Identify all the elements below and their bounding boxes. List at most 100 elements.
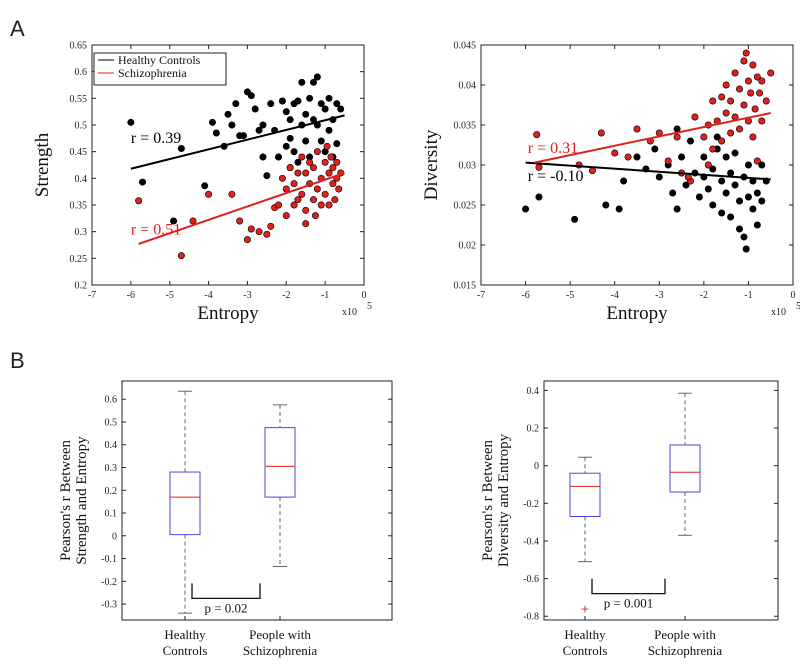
schizophrenia-point xyxy=(749,61,757,69)
schizophrenia-point xyxy=(742,49,750,57)
y-tick-label: 0.025 xyxy=(454,201,477,212)
y-tick-label: 0.6 xyxy=(75,67,88,78)
schizophrenia-point xyxy=(294,169,302,177)
healthy-control-point xyxy=(224,110,232,118)
y-tick-label: 0.5 xyxy=(105,417,118,428)
healthy-control-point xyxy=(333,100,341,108)
schizophrenia-point xyxy=(205,190,213,198)
schizophrenia-point xyxy=(749,133,757,141)
healthy-control-point xyxy=(700,153,708,161)
healthy-control-point xyxy=(313,73,321,81)
schizophrenia-point xyxy=(327,153,335,161)
y-tick-label: 0.5 xyxy=(75,121,88,132)
schizophrenia-point xyxy=(335,185,343,193)
schizophrenia-point xyxy=(278,174,286,182)
schizophrenia-point xyxy=(177,252,185,260)
healthy-control-point xyxy=(753,189,761,197)
schizophrenia-point xyxy=(306,158,314,166)
schizophrenia-point xyxy=(286,164,294,172)
healthy-control-point xyxy=(731,181,739,189)
healthy-control-point xyxy=(709,165,717,173)
y-tick-label: 0.35 xyxy=(70,201,88,212)
schizophrenia-point xyxy=(709,97,717,105)
healthy-control-point xyxy=(736,225,744,233)
y-axis-label-line2: Strength and Entropy xyxy=(74,436,90,565)
y-tick-label: 0.1 xyxy=(105,509,118,520)
schizophrenia-point xyxy=(243,236,251,244)
healthy-control-point xyxy=(571,215,579,223)
healthy-control-point xyxy=(744,193,752,201)
healthy-control-point xyxy=(298,78,306,86)
healthy-control-point xyxy=(321,105,329,113)
healthy-control-point xyxy=(294,158,302,166)
p-value-label: p = 0.02 xyxy=(204,600,247,615)
x-tick-label: 0 xyxy=(362,290,367,301)
schizophrenia-point xyxy=(611,149,619,157)
healthy-control-point xyxy=(208,118,216,126)
healthy-control-point xyxy=(682,181,690,189)
healthy-control-point xyxy=(282,142,290,150)
healthy-control-point xyxy=(139,178,147,186)
schizophrenia-point xyxy=(302,206,310,214)
schizophrenia-point xyxy=(189,217,197,225)
schizophrenia-point xyxy=(309,164,317,172)
schizophrenia-point xyxy=(758,117,766,125)
schizophrenia-point xyxy=(331,196,339,204)
y-tick-label: 0.2 xyxy=(105,486,118,497)
y-tick-label: -0.2 xyxy=(523,499,539,510)
y-tick-label: 0.6 xyxy=(105,395,118,406)
healthy-control-point xyxy=(740,233,748,241)
y-tick-label: 0.2 xyxy=(527,424,540,435)
healthy-control-point xyxy=(704,185,712,193)
healthy-control-point xyxy=(522,205,530,213)
schizophrenia-point xyxy=(747,89,755,97)
healthy-control-point xyxy=(337,105,345,113)
healthy-control-point xyxy=(263,172,271,180)
schizophrenia-point xyxy=(744,77,752,85)
healthy-fit-line xyxy=(525,161,771,181)
group-label-line2: Controls xyxy=(163,643,208,658)
healthy-control-point xyxy=(731,149,739,157)
schizophrenia-point xyxy=(236,217,244,225)
panel-b-label: B xyxy=(10,348,25,373)
strength-scatter-chart: -7 -6 -5 -4 -3 -2 -1 0 0.2 0.25 0.3 0.35 0.4 0.45 0.5 0… xyxy=(32,41,372,325)
y-tick-label: 0.55 xyxy=(70,94,88,105)
healthy-control-point xyxy=(753,221,761,229)
healthy-control-point xyxy=(201,182,209,190)
schizophrenia-fit-line xyxy=(138,172,345,245)
schizophrenia-point xyxy=(624,153,632,161)
schizophrenia-point xyxy=(313,148,321,156)
schizophrenia-point xyxy=(736,85,744,93)
x-tick-label: -6 xyxy=(521,290,529,301)
schizophrenia-point xyxy=(700,133,708,141)
group-label-line2: Controls xyxy=(563,643,608,658)
x-tick-label: 0 xyxy=(791,290,796,301)
schizophrenia-point xyxy=(588,167,596,175)
x-exponent-label: x10 xyxy=(342,307,357,318)
significance-bracket xyxy=(191,583,261,600)
legend-box xyxy=(93,52,227,86)
x-tick-label: -4 xyxy=(611,290,619,301)
healthy-control-point xyxy=(695,193,703,201)
schizophrenia-point xyxy=(247,225,255,233)
y-tick-label: -0.4 xyxy=(523,536,539,547)
y-tick-label: 0.045 xyxy=(454,41,477,52)
x-exponent-power: 5 xyxy=(367,301,372,312)
schizophrenia-point xyxy=(704,161,712,169)
healthy-control-point xyxy=(718,209,726,217)
schizophrenia-point xyxy=(718,137,726,145)
x-tick-label: -6 xyxy=(127,290,135,301)
schizophrenia-point xyxy=(311,212,319,220)
y-tick-label: -0.8 xyxy=(523,612,539,623)
schizophrenia-point xyxy=(753,73,761,81)
x-axis-label: Entropy xyxy=(197,303,259,324)
healthy-control-point xyxy=(259,153,267,161)
schizophrenia-point xyxy=(325,169,333,177)
healthy-control-point xyxy=(275,153,283,161)
plot-frame xyxy=(543,380,779,621)
schizophrenia-point xyxy=(736,125,744,133)
healthy-control-point xyxy=(302,110,310,118)
correlation-annotation: r = 0.39 xyxy=(131,130,181,147)
legend-entry: Healthy Controls xyxy=(118,53,201,67)
